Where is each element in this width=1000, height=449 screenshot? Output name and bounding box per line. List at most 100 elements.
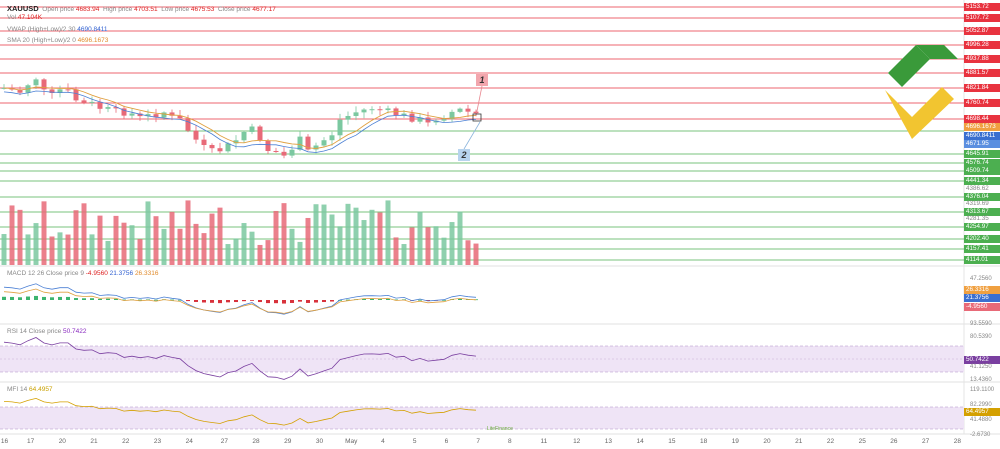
volume-bar bbox=[265, 240, 271, 265]
high-label: High price bbox=[103, 6, 133, 13]
mfi-value: 64.4957 bbox=[29, 386, 53, 393]
x-axis-tick-label: 6 bbox=[444, 438, 449, 445]
volume-bar bbox=[49, 236, 55, 265]
volume-bar bbox=[161, 228, 167, 265]
x-axis-tick-label: 27 bbox=[220, 438, 228, 445]
support-level-label: 4441.34 bbox=[964, 177, 1000, 185]
macd-hist-price-label: -4.9560 bbox=[964, 303, 1000, 311]
x-axis-tick-label: 22 bbox=[122, 438, 130, 445]
volume-bar bbox=[25, 234, 31, 265]
volume-bar bbox=[257, 244, 263, 265]
resistance-level-label: 4821.84 bbox=[964, 84, 1000, 92]
macd-histogram-bar bbox=[18, 297, 22, 300]
macd-histogram-bar bbox=[298, 300, 302, 302]
mfi-axis-label: 82.2990 bbox=[970, 402, 992, 408]
macd-histogram-bar bbox=[10, 296, 14, 300]
candle-body bbox=[153, 114, 159, 118]
candle-body bbox=[89, 101, 95, 103]
vwap-price-label: 4690.8411 bbox=[964, 132, 1000, 140]
candle-body bbox=[305, 136, 311, 150]
x-axis-tick-label: 20 bbox=[58, 438, 66, 445]
close-label: Close price bbox=[218, 6, 251, 13]
annotation-2[interactable]: 2 bbox=[458, 149, 470, 161]
volume-bar bbox=[89, 234, 95, 265]
macd-histogram-bar bbox=[210, 300, 214, 303]
candle-body bbox=[161, 112, 167, 118]
macd-axis-label: 47.2560 bbox=[970, 276, 992, 282]
macd-line-price-label: 21.3756 bbox=[964, 294, 1000, 302]
rsi-label: RSI 14 Close price bbox=[7, 328, 62, 335]
macd-histogram-bar bbox=[122, 299, 126, 301]
candle-body bbox=[193, 130, 199, 140]
rsi-value: 50.7422 bbox=[63, 328, 87, 335]
volume-bar bbox=[225, 244, 231, 265]
mfi-band bbox=[0, 407, 964, 429]
macd-line bbox=[3, 283, 477, 315]
volume-bar bbox=[73, 210, 79, 265]
macd-legend[interactable]: MACD 12 26 Close price 9 -4.9560 21.3756… bbox=[7, 270, 158, 277]
x-axis-tick-label: 23 bbox=[153, 438, 162, 445]
candle-body bbox=[17, 89, 23, 93]
x-axis-tick-label: 18 bbox=[699, 438, 708, 445]
volume-bar bbox=[169, 211, 175, 265]
support-level-label: 4114.01 bbox=[964, 256, 1000, 264]
x-axis-tick-label: 30 bbox=[315, 438, 324, 445]
macd-histogram-bar bbox=[306, 300, 310, 303]
macd-histogram-bar bbox=[394, 299, 398, 301]
macd-histogram-bar bbox=[274, 300, 278, 304]
candle-body bbox=[465, 108, 471, 112]
volume-bar bbox=[329, 214, 335, 265]
candle-body bbox=[73, 89, 79, 101]
macd-histogram-bar bbox=[42, 296, 46, 300]
x-axis-tick-label: 16 bbox=[0, 438, 9, 445]
macd-histogram-bar bbox=[194, 300, 198, 302]
x-axis-tick-label: 4 bbox=[381, 438, 385, 445]
candle-body bbox=[65, 89, 71, 91]
volume-bar bbox=[273, 210, 279, 265]
volume-bar bbox=[121, 222, 127, 265]
volume-bar bbox=[217, 207, 223, 265]
rsi-price-label: 50.7422 bbox=[964, 356, 1000, 364]
mfi-line bbox=[3, 397, 477, 426]
macd-histogram-bar bbox=[218, 300, 222, 304]
mfi-price-label: 64.4957 bbox=[964, 408, 1000, 416]
mfi-legend[interactable]: MFI 14 64.4957 bbox=[7, 386, 53, 393]
candle-body bbox=[233, 140, 239, 144]
low-label: Low price bbox=[161, 6, 190, 13]
rsi-legend[interactable]: RSI 14 Close price 50.7422 bbox=[7, 328, 87, 335]
macd-histogram-bar bbox=[386, 298, 390, 300]
volume-bar bbox=[41, 201, 47, 265]
candle-body bbox=[121, 108, 127, 116]
volume-bar bbox=[401, 244, 407, 265]
volume-bar bbox=[233, 238, 239, 265]
candle-body bbox=[377, 109, 383, 111]
vwap-legend[interactable]: VWAP (High+Low)/2 30 4690.8411 bbox=[7, 26, 108, 33]
rsi-axis-label: 80.5390 bbox=[970, 334, 992, 340]
macd-histogram-bar bbox=[138, 299, 142, 301]
macd-histogram-bar bbox=[58, 296, 62, 300]
volume-bar bbox=[241, 223, 247, 265]
support-level-label: 4202.40 bbox=[964, 235, 1000, 243]
volume-bar bbox=[441, 237, 447, 265]
candle-body bbox=[105, 107, 111, 109]
candle-body bbox=[345, 115, 351, 120]
support-level-label: 4157.41 bbox=[964, 245, 1000, 253]
rsi-line bbox=[3, 337, 477, 380]
macd-histogram-bar bbox=[418, 299, 422, 301]
volume-bar bbox=[145, 201, 151, 265]
candle-body bbox=[361, 109, 367, 113]
candle-body bbox=[385, 108, 391, 111]
x-axis-tick-label: 8 bbox=[508, 438, 512, 445]
volume-bar bbox=[153, 216, 159, 265]
low-value: 4675.53 bbox=[190, 6, 215, 13]
macd-histogram-bar bbox=[2, 296, 6, 300]
candle-body bbox=[41, 79, 47, 90]
macd-histogram-bar bbox=[242, 300, 246, 302]
sma-legend[interactable]: SMA 20 (High+Low)/2 0 4696.1673 bbox=[7, 37, 108, 44]
volume-axis-label: 4319.69 bbox=[966, 200, 989, 207]
current-candle-marker bbox=[472, 113, 482, 122]
resistance-level-label: 4760.74 bbox=[964, 99, 1000, 107]
x-axis-tick-label: 24 bbox=[185, 438, 193, 445]
annotation-1[interactable]: 1 bbox=[476, 74, 488, 86]
